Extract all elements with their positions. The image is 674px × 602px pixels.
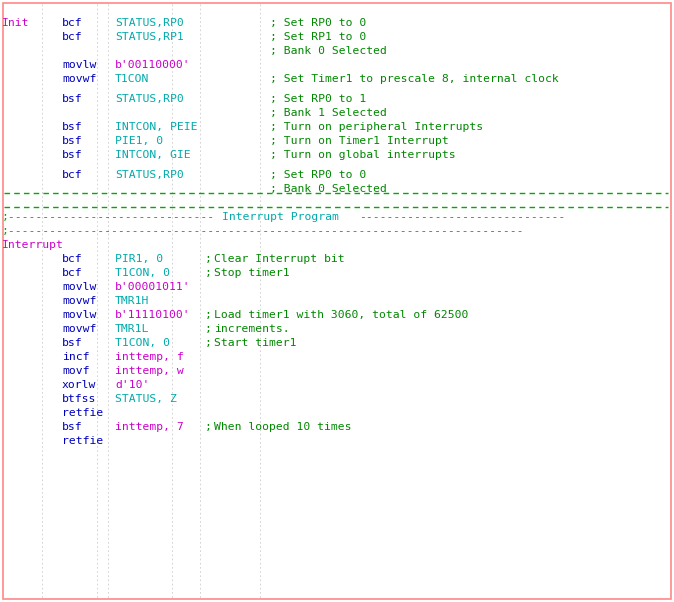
Text: T1CON: T1CON: [115, 74, 150, 84]
Text: INTCON, GIE: INTCON, GIE: [115, 150, 191, 160]
Text: retfie: retfie: [62, 436, 103, 446]
Text: bcf: bcf: [62, 254, 83, 264]
Text: bcf: bcf: [62, 32, 83, 42]
Text: movlw: movlw: [62, 60, 96, 70]
Text: bsf: bsf: [62, 150, 83, 160]
Text: bcf: bcf: [62, 268, 83, 278]
Text: ;: ;: [205, 324, 212, 334]
Text: ;: ;: [205, 268, 212, 278]
Text: ; Set Timer1 to prescale 8, internal clock: ; Set Timer1 to prescale 8, internal clo…: [270, 74, 559, 84]
Text: ; Turn on Timer1 Interrupt: ; Turn on Timer1 Interrupt: [270, 136, 449, 146]
Text: b'00001011': b'00001011': [115, 282, 191, 292]
Text: STATUS,RP0: STATUS,RP0: [115, 18, 184, 28]
Text: ;---------------------------------------------------------------------------: ;---------------------------------------…: [2, 226, 524, 236]
Text: T1CON, 0: T1CON, 0: [115, 268, 170, 278]
Text: ; Set RP0 to 0: ; Set RP0 to 0: [270, 18, 366, 28]
Text: bsf: bsf: [62, 338, 83, 348]
Text: INTCON, PEIE: INTCON, PEIE: [115, 122, 197, 132]
Text: incf: incf: [62, 352, 90, 362]
Text: Start timer1: Start timer1: [214, 338, 297, 348]
Text: inttemp, 7: inttemp, 7: [115, 422, 184, 432]
Text: STATUS,RP1: STATUS,RP1: [115, 32, 184, 42]
Text: Interrupt: Interrupt: [2, 240, 64, 250]
Text: b'00110000': b'00110000': [115, 60, 191, 70]
Text: bcf: bcf: [62, 18, 83, 28]
Text: ; Bank 0 Selected: ; Bank 0 Selected: [270, 46, 387, 56]
Text: ; Set RP0 to 1: ; Set RP0 to 1: [270, 94, 366, 104]
Text: Load timer1 with 3060, total of 62500: Load timer1 with 3060, total of 62500: [214, 310, 468, 320]
Text: ;: ;: [205, 310, 212, 320]
Text: movwf: movwf: [62, 324, 96, 334]
Text: bsf: bsf: [62, 94, 83, 104]
Text: xorlw: xorlw: [62, 380, 96, 390]
Text: movwf: movwf: [62, 74, 96, 84]
Text: increments.: increments.: [214, 324, 290, 334]
Text: STATUS,RP0: STATUS,RP0: [115, 170, 184, 180]
Text: Init: Init: [2, 18, 30, 28]
Text: bsf: bsf: [62, 122, 83, 132]
Text: inttemp, w: inttemp, w: [115, 366, 184, 376]
Text: ; Turn on global interrupts: ; Turn on global interrupts: [270, 150, 456, 160]
Text: ; Turn on peripheral Interrupts: ; Turn on peripheral Interrupts: [270, 122, 483, 132]
Text: ;: ;: [205, 338, 212, 348]
Text: btfss: btfss: [62, 394, 96, 404]
Text: ;: ;: [205, 254, 212, 264]
Text: movlw: movlw: [62, 310, 96, 320]
Text: PIE1, 0: PIE1, 0: [115, 136, 163, 146]
Text: bcf: bcf: [62, 170, 83, 180]
Text: bsf: bsf: [62, 422, 83, 432]
Text: d'10': d'10': [115, 380, 150, 390]
Text: ; Bank 0 Selected: ; Bank 0 Selected: [270, 184, 387, 194]
Text: movlw: movlw: [62, 282, 96, 292]
Text: TMR1H: TMR1H: [115, 296, 150, 306]
Text: retfie: retfie: [62, 408, 103, 418]
Text: Stop timer1: Stop timer1: [214, 268, 290, 278]
Text: ; Set RP0 to 0: ; Set RP0 to 0: [270, 170, 366, 180]
Text: TMR1L: TMR1L: [115, 324, 150, 334]
Text: When looped 10 times: When looped 10 times: [214, 422, 352, 432]
Text: ; Bank 1 Selected: ; Bank 1 Selected: [270, 108, 387, 118]
Text: Clear Interrupt bit: Clear Interrupt bit: [214, 254, 344, 264]
Text: ;: ;: [205, 422, 212, 432]
Text: movf: movf: [62, 366, 90, 376]
Text: movwf: movwf: [62, 296, 96, 306]
Text: PIR1, 0: PIR1, 0: [115, 254, 163, 264]
Text: inttemp, f: inttemp, f: [115, 352, 184, 362]
Text: STATUS,RP0: STATUS,RP0: [115, 94, 184, 104]
Text: ------------------------------: ------------------------------: [359, 212, 565, 222]
Text: Interrupt Program: Interrupt Program: [222, 212, 339, 222]
Text: b'11110100': b'11110100': [115, 310, 191, 320]
Text: ;------------------------------: ;------------------------------: [2, 212, 215, 222]
Text: ; Set RP1 to 0: ; Set RP1 to 0: [270, 32, 366, 42]
Text: T1CON, 0: T1CON, 0: [115, 338, 170, 348]
Text: bsf: bsf: [62, 136, 83, 146]
Text: STATUS, Z: STATUS, Z: [115, 394, 177, 404]
